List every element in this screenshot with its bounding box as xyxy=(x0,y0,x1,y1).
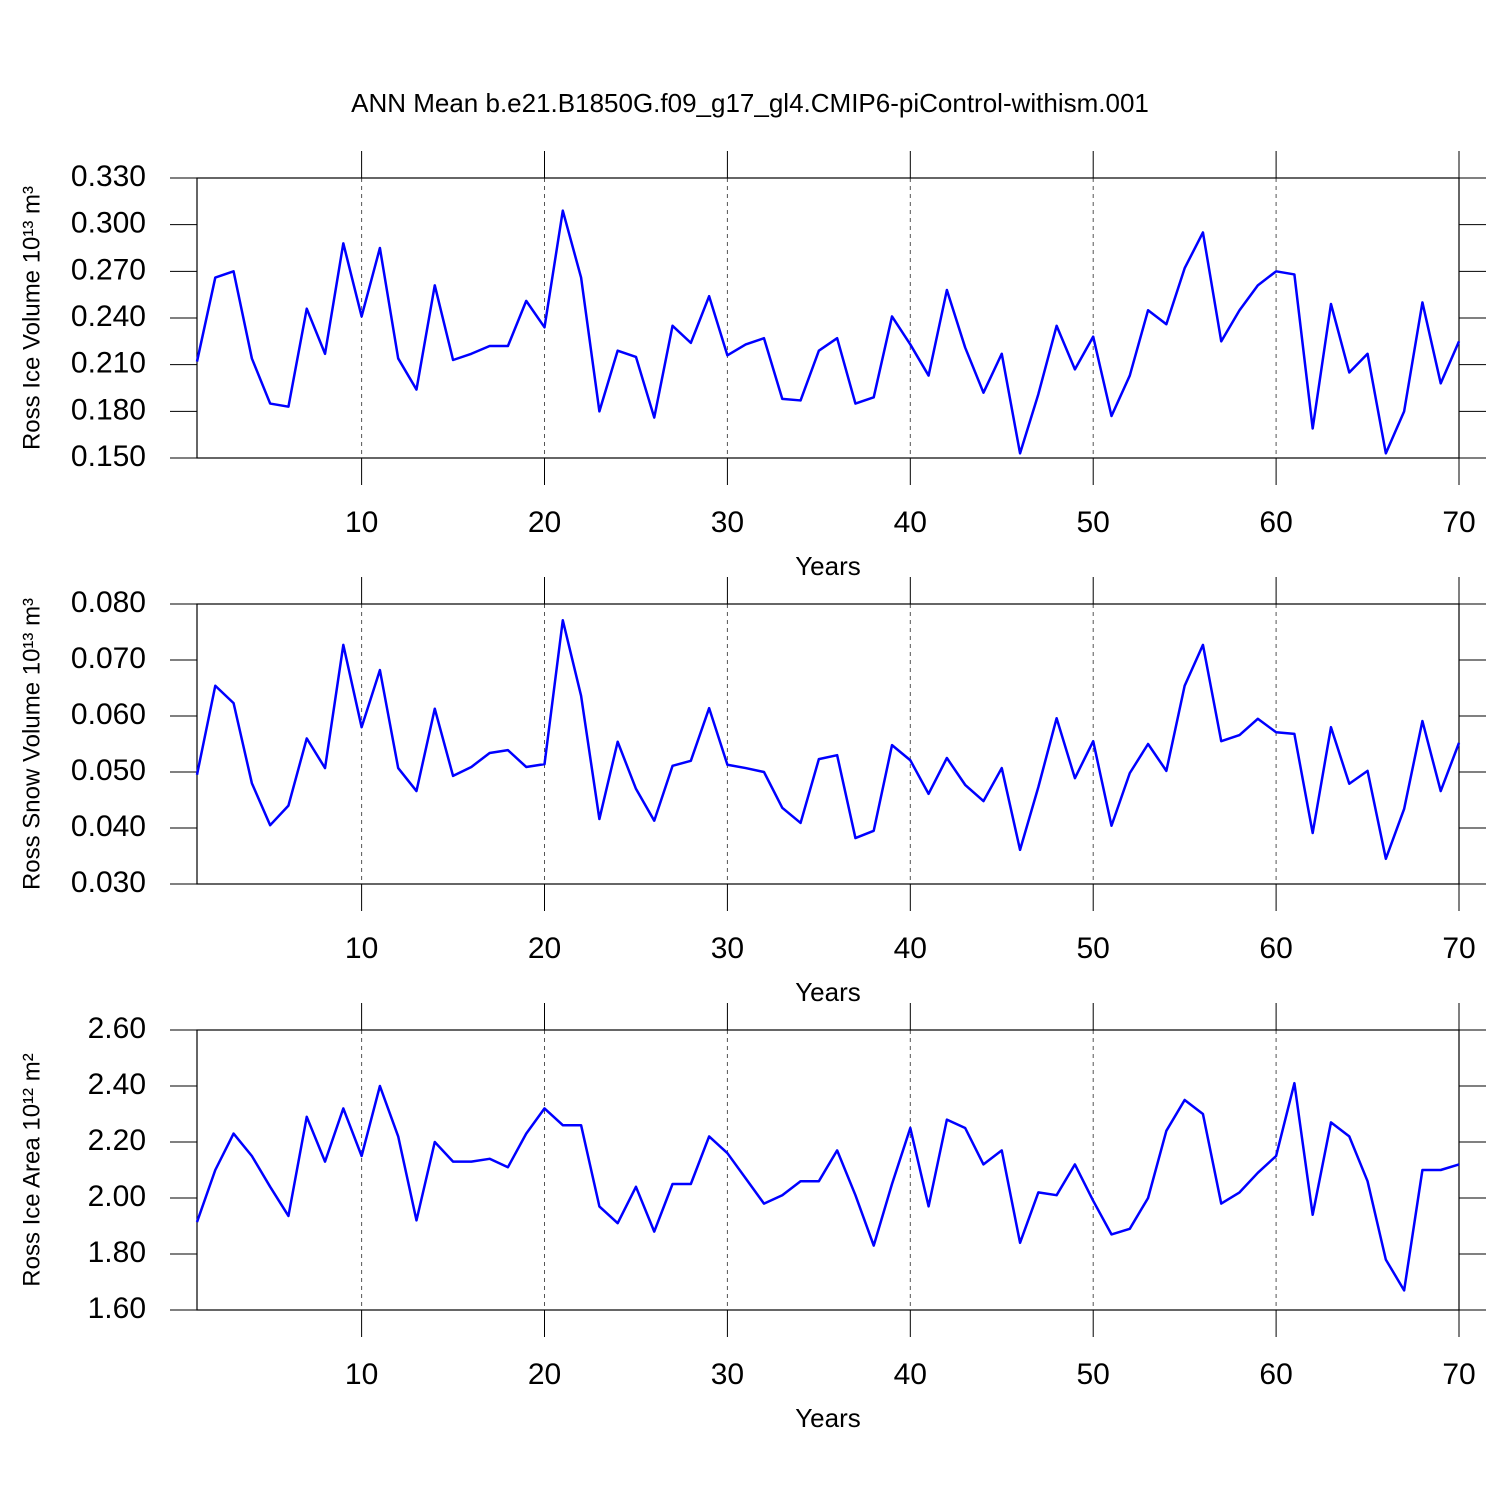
x-tick-label: 40 xyxy=(894,506,927,539)
x-tick-label: 30 xyxy=(711,506,744,539)
y-tick-label: 0.300 xyxy=(71,207,146,240)
data-line xyxy=(195,618,1461,861)
y-tick-label: 0.330 xyxy=(71,160,146,193)
y-tick-label: 0.240 xyxy=(71,300,146,333)
y-tick-label: 0.180 xyxy=(71,393,146,426)
y-tick-label: 0.270 xyxy=(71,253,146,286)
x-axis-label: Years xyxy=(795,1403,861,1433)
y-tick-label: 0.070 xyxy=(71,642,146,675)
x-tick-label: 60 xyxy=(1259,506,1292,539)
plot-frame xyxy=(196,1029,1460,1311)
x-tick-label: 30 xyxy=(711,932,744,965)
x-tick-label: 60 xyxy=(1259,932,1292,965)
y-tick-label: 1.60 xyxy=(88,1292,146,1325)
x-tick-label: 20 xyxy=(528,1358,561,1391)
data-line xyxy=(195,209,1461,455)
y-tick-label: 2.40 xyxy=(88,1068,146,1101)
x-tick-label: 70 xyxy=(1442,932,1475,965)
x-axis-label: Years xyxy=(795,977,861,1007)
y-tick-label: 0.040 xyxy=(71,810,146,843)
x-tick-label: 50 xyxy=(1077,1358,1110,1391)
x-tick-label: 30 xyxy=(711,1358,744,1391)
y-tick-label: 0.210 xyxy=(71,347,146,380)
x-tick-label: 70 xyxy=(1442,1358,1475,1391)
y-tick-label: 1.80 xyxy=(88,1236,146,1269)
y-tick-label: 0.080 xyxy=(71,586,146,619)
y-tick-label: 0.030 xyxy=(71,866,146,899)
y-tick-label: 2.20 xyxy=(88,1124,146,1157)
plot-frame xyxy=(196,603,1460,885)
x-tick-label: 20 xyxy=(528,932,561,965)
x-tick-label: 40 xyxy=(894,1358,927,1391)
y-axis-label: Ross Ice Volume 10¹³ m³ xyxy=(18,186,45,450)
x-tick-label: 60 xyxy=(1259,1358,1292,1391)
figure-title: ANN Mean b.e21.B1850G.f09_g17_gl4.CMIP6-… xyxy=(351,88,1149,118)
x-axis-label: Years xyxy=(795,551,861,581)
y-tick-label: 2.60 xyxy=(88,1012,146,1045)
y-tick-label: 2.00 xyxy=(88,1180,146,1213)
x-tick-label: 20 xyxy=(528,506,561,539)
x-tick-label: 10 xyxy=(345,506,378,539)
x-tick-label: 10 xyxy=(345,1358,378,1391)
y-axis-label: Ross Snow Volume 10¹³ m³ xyxy=(18,598,45,890)
y-axis-label: Ross Ice Area 10¹² m² xyxy=(18,1053,45,1286)
x-tick-label: 50 xyxy=(1077,932,1110,965)
y-tick-label: 0.060 xyxy=(71,698,146,731)
plot-frame xyxy=(196,177,1460,459)
x-tick-label: 10 xyxy=(345,932,378,965)
x-tick-label: 70 xyxy=(1442,506,1475,539)
y-tick-label: 0.150 xyxy=(71,440,146,473)
x-tick-label: 40 xyxy=(894,932,927,965)
data-line xyxy=(195,1081,1460,1292)
x-tick-label: 50 xyxy=(1077,506,1110,539)
y-tick-label: 0.050 xyxy=(71,754,146,787)
